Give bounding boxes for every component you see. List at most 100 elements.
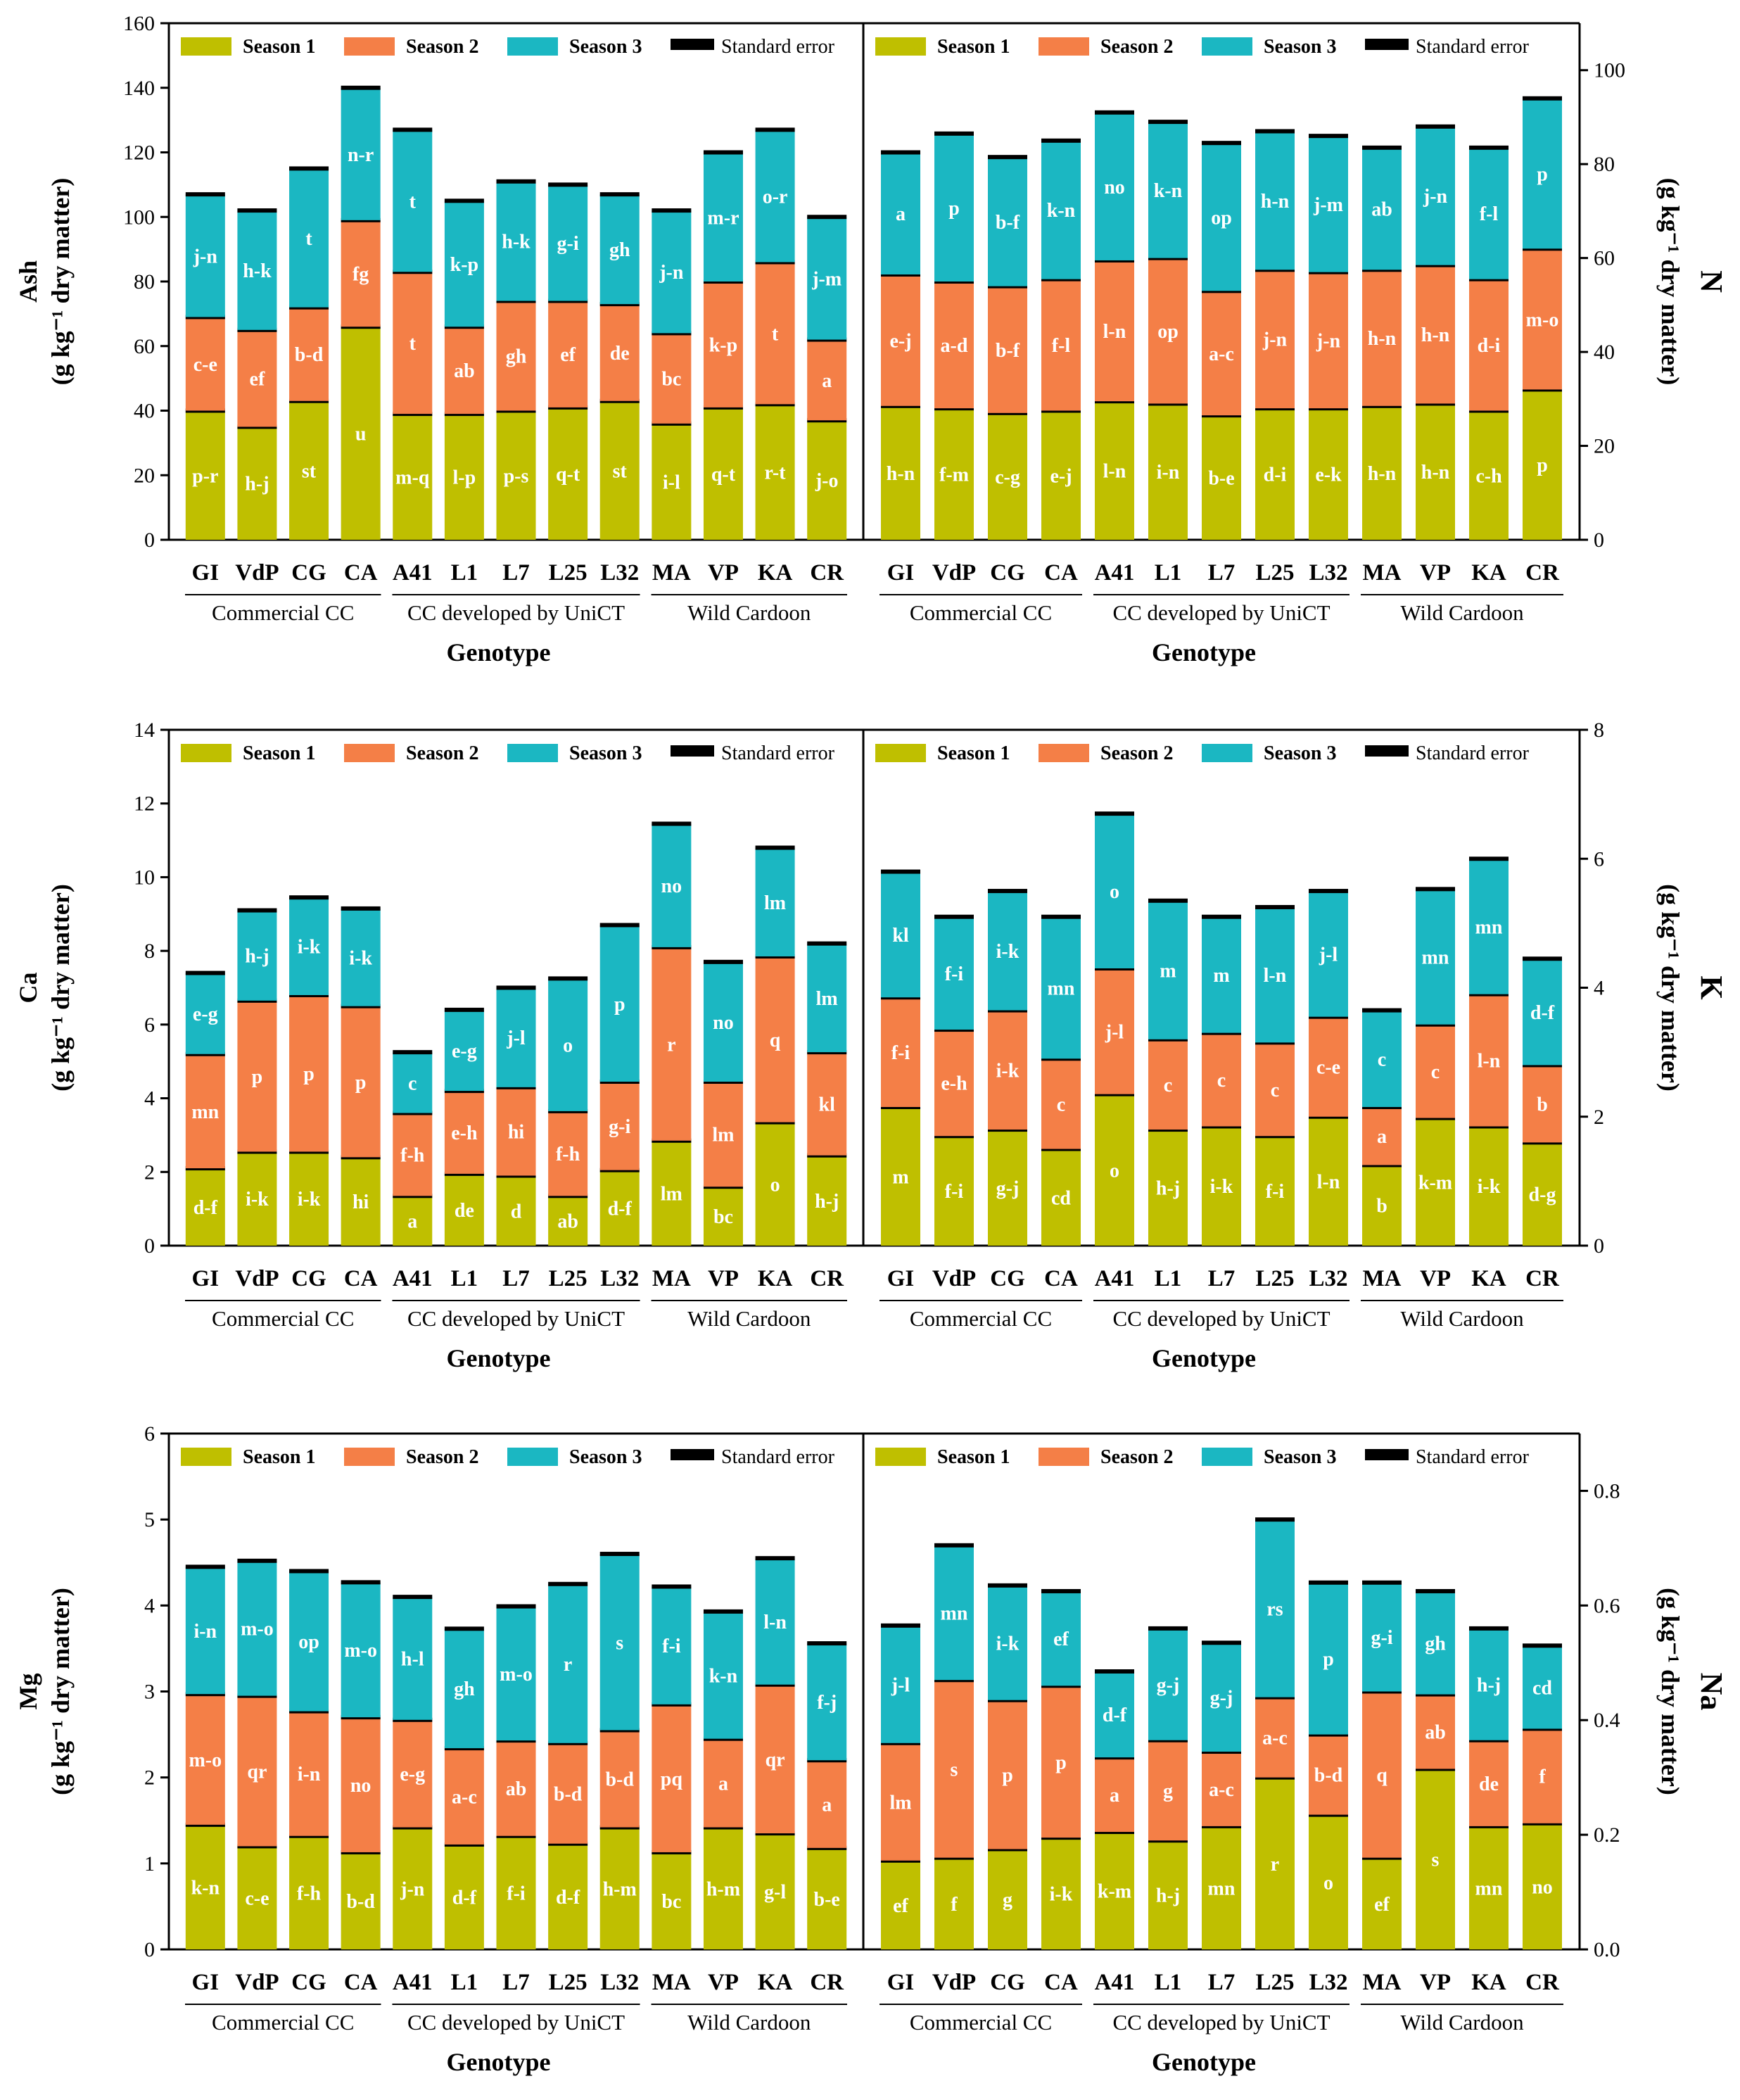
bar-segment-season-3[interactable] xyxy=(1255,1519,1295,1697)
bar-stack-cr[interactable]: h-j kl lm xyxy=(807,941,847,1246)
bar-segment-season-3[interactable] xyxy=(393,1597,433,1720)
bar-segment-season-1[interactable] xyxy=(185,1168,225,1246)
bar-segment-season-2[interactable] xyxy=(755,262,795,405)
bar-segment-season-2[interactable] xyxy=(1202,1752,1241,1826)
bar-segment-season-3[interactable] xyxy=(1095,1671,1134,1758)
bar-segment-season-1[interactable] xyxy=(755,1833,795,1949)
bar-segment-season-1[interactable] xyxy=(237,426,277,540)
bar-segment-season-1[interactable] xyxy=(341,1852,381,1949)
bar-stack-l7[interactable]: f-i ab m-o xyxy=(496,1604,536,1949)
bar-stack-l25[interactable]: d-f b-d r xyxy=(548,1581,588,1949)
bar-segment-season-3[interactable] xyxy=(988,1585,1027,1700)
bar-segment-season-1[interactable] xyxy=(548,1196,588,1246)
bar-stack-l1[interactable]: h-j c m xyxy=(1148,898,1188,1246)
bar-segment-season-3[interactable] xyxy=(496,1606,536,1741)
bar-segment-season-3[interactable] xyxy=(444,1628,484,1749)
bar-segment-season-1[interactable] xyxy=(934,408,974,540)
bar-segment-season-1[interactable] xyxy=(599,1827,640,1949)
bar-stack-ka[interactable]: i-k l-n mn xyxy=(1469,856,1509,1246)
bar-segment-season-3[interactable] xyxy=(1416,126,1455,265)
bar-segment-season-2[interactable] xyxy=(988,286,1027,413)
bar-segment-season-2[interactable] xyxy=(341,220,381,327)
bar-segment-season-3[interactable] xyxy=(496,987,536,1087)
bar-segment-season-1[interactable] xyxy=(755,404,795,540)
bar-stack-l7[interactable]: mn a-c g-j xyxy=(1202,1640,1241,1949)
bar-stack-a41[interactable]: j-n e-g h-l xyxy=(393,1595,433,1949)
bar-segment-season-2[interactable] xyxy=(652,1704,692,1852)
bar-segment-season-3[interactable] xyxy=(807,1643,847,1761)
bar-stack-vdp[interactable]: f-i e-h f-i xyxy=(934,914,974,1246)
bar-segment-season-3[interactable] xyxy=(652,823,692,947)
bar-segment-season-1[interactable] xyxy=(496,1175,536,1246)
bar-stack-a41[interactable]: k-m a d-f xyxy=(1095,1669,1134,1949)
bar-segment-season-2[interactable] xyxy=(237,329,277,427)
bar-segment-season-3[interactable] xyxy=(1362,147,1402,270)
bar-segment-season-2[interactable] xyxy=(1041,1685,1081,1838)
bar-segment-season-1[interactable] xyxy=(496,1835,536,1949)
bar-segment-season-2[interactable] xyxy=(444,1748,484,1845)
bar-segment-season-3[interactable] xyxy=(1041,1590,1081,1686)
bar-segment-season-1[interactable] xyxy=(1416,403,1455,540)
bar-segment-season-2[interactable] xyxy=(1148,1740,1188,1841)
bar-segment-season-2[interactable] xyxy=(341,1717,381,1852)
bar-stack-gi[interactable]: p-r c-e j-n xyxy=(185,192,225,540)
bar-segment-season-3[interactable] xyxy=(1469,1628,1509,1740)
bar-segment-season-1[interactable] xyxy=(1148,403,1188,540)
bar-segment-season-3[interactable] xyxy=(1148,900,1188,1039)
bar-segment-season-2[interactable] xyxy=(1416,1694,1455,1769)
bar-segment-season-1[interactable] xyxy=(393,1827,433,1949)
bar-segment-season-1[interactable] xyxy=(444,1844,484,1949)
bar-segment-season-1[interactable] xyxy=(1041,410,1081,540)
bar-segment-season-1[interactable] xyxy=(599,1170,640,1246)
bar-segment-season-1[interactable] xyxy=(755,1122,795,1246)
bar-segment-season-3[interactable] xyxy=(599,194,640,305)
bar-segment-season-3[interactable] xyxy=(393,1052,433,1113)
bar-segment-season-3[interactable] xyxy=(703,961,743,1082)
bar-segment-season-3[interactable] xyxy=(1202,143,1241,291)
bar-segment-season-3[interactable] xyxy=(755,129,795,262)
bar-stack-vp[interactable]: s ab gh xyxy=(1416,1588,1455,1949)
bar-segment-season-1[interactable] xyxy=(289,1835,329,1949)
bar-stack-vp[interactable]: h-n h-n j-n xyxy=(1416,124,1455,540)
bar-segment-season-2[interactable] xyxy=(548,301,588,407)
bar-segment-season-1[interactable] xyxy=(988,1130,1027,1246)
bar-stack-ca[interactable]: e-j f-l k-n xyxy=(1041,138,1081,540)
bar-segment-season-3[interactable] xyxy=(237,910,277,1001)
bar-stack-l7[interactable]: i-k c m xyxy=(1202,914,1241,1246)
bar-segment-season-1[interactable] xyxy=(393,414,433,540)
bar-segment-season-2[interactable] xyxy=(1202,291,1241,416)
bar-stack-cg[interactable]: g p i-k xyxy=(988,1583,1027,1949)
bar-segment-season-3[interactable] xyxy=(988,157,1027,286)
bar-segment-season-3[interactable] xyxy=(1202,916,1241,1033)
bar-stack-l25[interactable]: f-i c l-n xyxy=(1255,904,1295,1246)
bar-segment-season-1[interactable] xyxy=(548,407,588,540)
bar-stack-a41[interactable]: a f-h c xyxy=(393,1050,433,1246)
bar-stack-ca[interactable]: u fg n-r xyxy=(341,85,381,540)
bar-segment-season-3[interactable] xyxy=(444,1009,484,1092)
bar-stack-gi[interactable]: h-n e-j a xyxy=(881,150,920,540)
bar-segment-season-1[interactable] xyxy=(1523,1823,1562,1949)
bar-segment-season-3[interactable] xyxy=(548,184,588,301)
bar-segment-season-2[interactable] xyxy=(1095,1757,1134,1833)
bar-segment-season-2[interactable] xyxy=(185,317,225,411)
bar-segment-season-1[interactable] xyxy=(807,1847,847,1949)
bar-segment-season-1[interactable] xyxy=(341,1157,381,1246)
bar-segment-season-3[interactable] xyxy=(496,181,536,301)
bar-stack-l25[interactable]: r a-c rs xyxy=(1255,1517,1295,1949)
bar-segment-season-2[interactable] xyxy=(1416,1024,1455,1118)
bar-segment-season-1[interactable] xyxy=(185,1824,225,1949)
bar-segment-season-1[interactable] xyxy=(703,1827,743,1949)
bar-stack-cg[interactable]: f-h i-n op xyxy=(289,1569,329,1949)
bar-segment-season-3[interactable] xyxy=(289,1571,329,1712)
bar-segment-season-2[interactable] xyxy=(444,1091,484,1174)
bar-segment-season-3[interactable] xyxy=(1309,1582,1348,1735)
bar-segment-season-3[interactable] xyxy=(807,217,847,340)
bar-segment-season-1[interactable] xyxy=(1202,415,1241,540)
bar-stack-l7[interactable]: p-s gh h-k xyxy=(496,179,536,540)
bar-segment-season-1[interactable] xyxy=(703,1187,743,1246)
bar-segment-season-2[interactable] xyxy=(652,333,692,424)
bar-segment-season-2[interactable] xyxy=(807,1052,847,1156)
bar-segment-season-1[interactable] xyxy=(289,1151,329,1246)
bar-segment-season-2[interactable] xyxy=(341,1006,381,1158)
bar-stack-gi[interactable]: ef lm j-l xyxy=(881,1623,920,1949)
